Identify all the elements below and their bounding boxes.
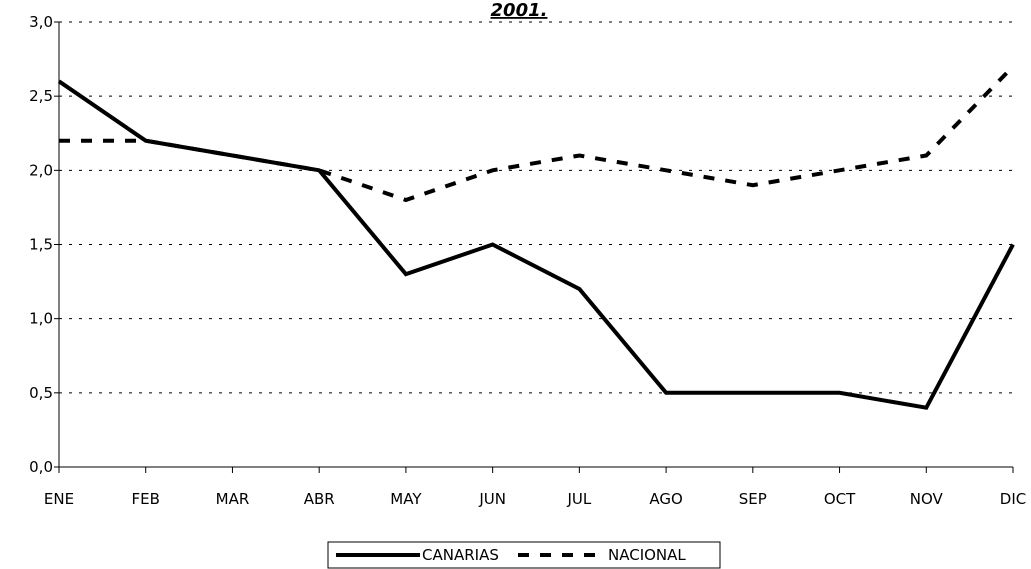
legend: CANARIAS NACIONAL — [327, 541, 721, 569]
series-lines — [57, 65, 1015, 410]
series-line-nacional — [59, 65, 1015, 203]
y-tick-label: 2,5 — [29, 87, 53, 105]
x-tick-label-nov: NOV — [910, 490, 944, 508]
x-tick-label-may: MAY — [390, 490, 422, 508]
x-tick-label-sep: SEP — [739, 490, 767, 508]
y-tick-label: 3,0 — [29, 13, 53, 31]
y-tick-label: 1,0 — [29, 310, 53, 328]
x-tick-label-abr: ABR — [304, 490, 335, 508]
x-tick-label-oct: OCT — [824, 490, 856, 508]
x-tick-label-dic: DIC — [1000, 490, 1026, 508]
gridlines — [59, 21, 1013, 394]
y-tick-label: 0,5 — [29, 384, 53, 402]
x-tick-label-jul: JUL — [566, 490, 591, 508]
x-tick-label-jun: JUN — [478, 490, 506, 508]
x-tick-label-mar: MAR — [216, 490, 250, 508]
x-tick-label-ene: ENE — [44, 490, 74, 508]
legend-label-nacional: NACIONAL — [608, 546, 686, 564]
y-tick-label: 0,0 — [29, 458, 53, 476]
y-tick-label: 1,5 — [29, 236, 53, 254]
x-tick-label-ago: AGO — [649, 490, 682, 508]
legend-label-canarias: CANARIAS — [422, 546, 499, 564]
axes: 0,0 0,5 1,0 1,5 2,0 2,5 3,0 ENE FEB MAR ABR MAY JUN J… — [29, 13, 1026, 508]
chart-title: 2001. — [491, 0, 548, 21]
y-tick-label: 2,0 — [29, 161, 53, 179]
x-tick-label-feb: FEB — [132, 490, 160, 508]
